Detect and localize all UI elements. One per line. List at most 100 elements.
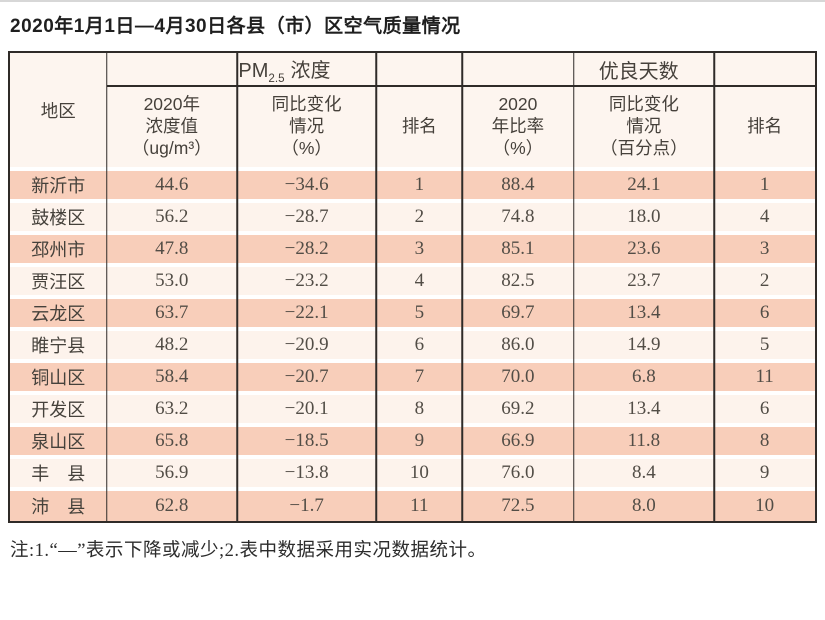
- days-ratio-cell: 69.2: [462, 393, 574, 425]
- col-header-pm25-yoy: 同比变化 情况 （%）: [237, 86, 377, 169]
- pm25-yoy-cell: −18.5: [237, 425, 377, 457]
- region-cell: 铜山区: [10, 361, 107, 393]
- days-rank-cell: 6: [714, 393, 815, 425]
- pm25-yoy-cell: −20.9: [237, 329, 377, 361]
- days-yoy-cell: 18.0: [573, 201, 715, 233]
- days-rank-cell: 1: [714, 169, 815, 201]
- pm25-rank-cell: 7: [376, 361, 463, 393]
- table-row: 沛 县 62.8 −1.7 11 72.5 8.0 10: [10, 489, 815, 521]
- col-header-days-rank: 排名: [714, 86, 815, 169]
- days-ratio-cell: 82.5: [462, 265, 574, 297]
- pm25-value-cell: 63.7: [106, 297, 237, 329]
- col-group-good-days: 优良天数: [462, 53, 815, 87]
- days-rank-cell: 9: [714, 457, 815, 489]
- header-sub-row: 2020年 浓度值 （ug/m³） 同比变化 情况 （%） 排名 2020 年比…: [10, 86, 815, 169]
- region-cell: 云龙区: [10, 297, 107, 329]
- pm25-value-cell: 56.9: [106, 457, 237, 489]
- pm25-yoy-cell: −13.8: [237, 457, 377, 489]
- col-header-days-yoy: 同比变化 情况 （百分点）: [573, 86, 715, 169]
- days-yoy-cell: 13.4: [573, 393, 715, 425]
- pm25-value-cell: 48.2: [106, 329, 237, 361]
- pm25-value-cell: 62.8: [106, 489, 237, 521]
- pm25-value-cell: 47.8: [106, 233, 237, 265]
- pm25-value-cell: 44.6: [106, 169, 237, 201]
- pm25-rank-cell: 11: [376, 489, 463, 521]
- pm25-yoy-cell: −22.1: [237, 297, 377, 329]
- region-cell: 泉山区: [10, 425, 107, 457]
- table-row: 铜山区 58.4 −20.7 7 70.0 6.8 11: [10, 361, 815, 393]
- region-cell: 鼓楼区: [10, 201, 107, 233]
- table-row: 睢宁县 48.2 −20.9 6 86.0 14.9 5: [10, 329, 815, 361]
- table-row: 邳州市 47.8 −28.2 3 85.1 23.6 3: [10, 233, 815, 265]
- pm25-rank-cell: 9: [376, 425, 463, 457]
- col-header-pm25-rank: 排名: [376, 86, 463, 169]
- pm25-rank-cell: 3: [376, 233, 463, 265]
- days-ratio-cell: 69.7: [462, 297, 574, 329]
- days-rank-cell: 4: [714, 201, 815, 233]
- days-yoy-cell: 8.0: [573, 489, 715, 521]
- days-ratio-cell: 85.1: [462, 233, 574, 265]
- days-rank-cell: 3: [714, 233, 815, 265]
- table-row: 鼓楼区 56.2 −28.7 2 74.8 18.0 4: [10, 201, 815, 233]
- days-yoy-cell: 6.8: [573, 361, 715, 393]
- pm25-yoy-cell: −1.7: [237, 489, 377, 521]
- days-rank-cell: 11: [714, 361, 815, 393]
- table-row: 泉山区 65.8 −18.5 9 66.9 11.8 8: [10, 425, 815, 457]
- region-cell: 开发区: [10, 393, 107, 425]
- region-cell: 新沂市: [10, 169, 107, 201]
- top-divider-line: [0, 0, 825, 2]
- days-ratio-cell: 86.0: [462, 329, 574, 361]
- days-yoy-cell: 11.8: [573, 425, 715, 457]
- report-page: 2020年1月1日—4月30日各县（市）区空气质量情况 地区 PM2.5 浓度 优…: [0, 11, 825, 562]
- region-cell: 邳州市: [10, 233, 107, 265]
- air-quality-data-grid: 地区 PM2.5 浓度 优良天数 2020年 浓度值 （ug/m³） 同比变化 情…: [10, 53, 815, 521]
- pm25-rank-cell: 4: [376, 265, 463, 297]
- pm25-value-cell: 56.2: [106, 201, 237, 233]
- pm25-rank-cell: 8: [376, 393, 463, 425]
- pm25-rank-cell: 1: [376, 169, 463, 201]
- pm25-yoy-cell: −34.6: [237, 169, 377, 201]
- table-row: 开发区 63.2 −20.1 8 69.2 13.4 6: [10, 393, 815, 425]
- pm25-yoy-cell: −20.1: [237, 393, 377, 425]
- days-rank-cell: 8: [714, 425, 815, 457]
- pm25-yoy-cell: −23.2: [237, 265, 377, 297]
- footnote: 注:1.“—”表示下降或减少;2.表中数据采用实况数据统计。: [10, 541, 487, 561]
- days-rank-cell: 10: [714, 489, 815, 521]
- pm25-rank-cell: 10: [376, 457, 463, 489]
- col-header-pm25-value: 2020年 浓度值 （ug/m³）: [106, 86, 237, 169]
- header-group-row: 地区 PM2.5 浓度 优良天数: [10, 53, 815, 169]
- air-quality-table: 地区 PM2.5 浓度 优良天数 2020年 浓度值 （ug/m³） 同比变化 情…: [8, 51, 817, 523]
- pm25-label-subscript: 2.5: [268, 71, 285, 85]
- days-yoy-cell: 23.6: [573, 233, 715, 265]
- pm25-rank-cell: 2: [376, 201, 463, 233]
- table-row: 贾汪区 53.0 −23.2 4 82.5 23.7 2: [10, 265, 815, 297]
- days-yoy-cell: 23.7: [573, 265, 715, 297]
- region-cell: 沛 县: [10, 489, 107, 521]
- table-header: 地区 PM2.5 浓度 优良天数 2020年 浓度值 （ug/m³） 同比变化 情…: [10, 53, 815, 169]
- days-ratio-cell: 72.5: [462, 489, 574, 521]
- region-cell: 贾汪区: [10, 265, 107, 297]
- days-ratio-cell: 70.0: [462, 361, 574, 393]
- region-cell: 丰 县: [10, 457, 107, 489]
- table-row: 新沂市 44.6 −34.6 1 88.4 24.1 1: [10, 169, 815, 201]
- days-yoy-cell: 14.9: [573, 329, 715, 361]
- pm25-value-cell: 65.8: [106, 425, 237, 457]
- page-title: 2020年1月1日—4月30日各县（市）区空气质量情况: [10, 16, 461, 37]
- col-header-days-ratio: 2020 年比率 （%）: [462, 86, 574, 169]
- days-yoy-cell: 8.4: [573, 457, 715, 489]
- col-group-pm25: PM2.5 浓度: [106, 53, 463, 87]
- days-ratio-cell: 76.0: [462, 457, 574, 489]
- days-ratio-cell: 88.4: [462, 169, 574, 201]
- days-rank-cell: 5: [714, 329, 815, 361]
- pm25-rank-cell: 6: [376, 329, 463, 361]
- pm25-value-cell: 63.2: [106, 393, 237, 425]
- table-body: 新沂市 44.6 −34.6 1 88.4 24.1 1 鼓楼区 56.2 −28.7 2 74.8 1…: [10, 169, 815, 521]
- days-ratio-cell: 74.8: [462, 201, 574, 233]
- pm25-rank-cell: 5: [376, 297, 463, 329]
- days-rank-cell: 2: [714, 265, 815, 297]
- table-row: 云龙区 63.7 −22.1 5 69.7 13.4 6: [10, 297, 815, 329]
- pm25-value-cell: 58.4: [106, 361, 237, 393]
- col-header-region: 地区: [10, 53, 107, 169]
- table-row: 丰 县 56.9 −13.8 10 76.0 8.4 9: [10, 457, 815, 489]
- pm25-yoy-cell: −28.7: [237, 201, 377, 233]
